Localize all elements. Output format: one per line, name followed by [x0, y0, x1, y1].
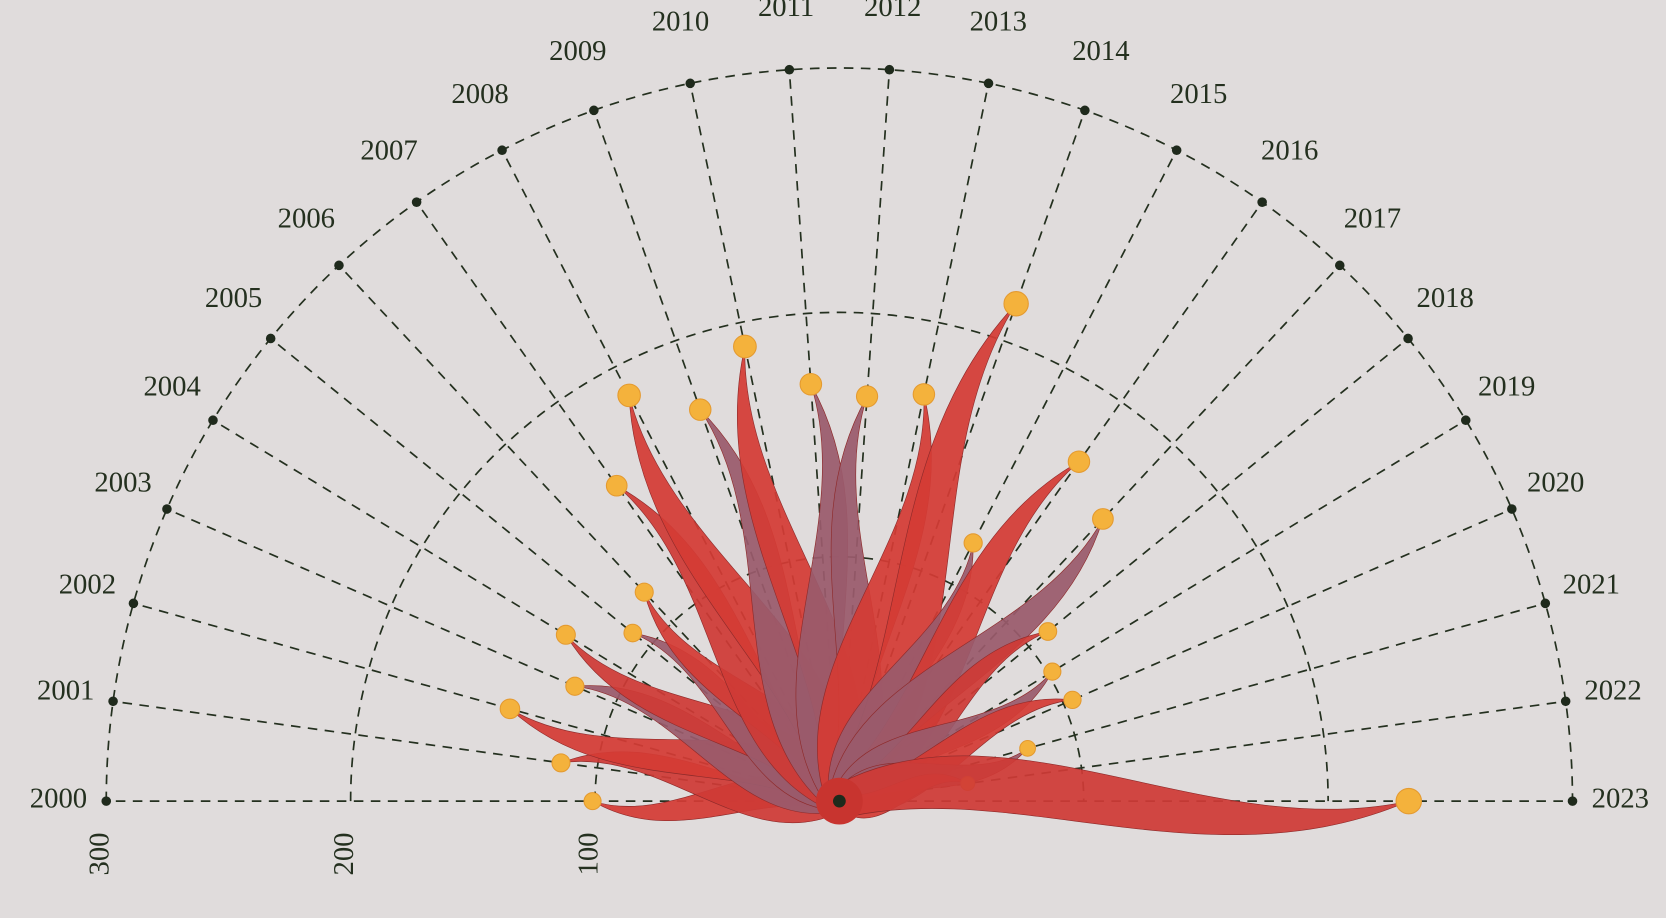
- category-label: 2022: [1584, 675, 1641, 707]
- spoke-dot: [1403, 334, 1413, 344]
- center-dot: [833, 795, 846, 808]
- petal-tip: [913, 384, 934, 405]
- petal-tip: [1044, 663, 1061, 680]
- category-label: 2011: [758, 0, 814, 23]
- category-label: 2017: [1344, 203, 1401, 235]
- petal-tip: [635, 583, 653, 601]
- petal-tip: [1020, 741, 1036, 757]
- spoke-dot: [685, 79, 695, 89]
- category-label: 2000: [30, 783, 87, 815]
- category-label: 2007: [360, 134, 417, 166]
- petal-tip: [556, 625, 575, 644]
- petal-tip: [1396, 788, 1421, 813]
- category-label: 2016: [1261, 134, 1318, 166]
- spoke-dot: [129, 599, 139, 609]
- category-label: 2023: [1592, 783, 1649, 815]
- spoke-dot: [108, 697, 118, 707]
- spoke-dot: [885, 65, 895, 75]
- category-label: 2006: [278, 203, 335, 235]
- category-label: 2019: [1478, 370, 1535, 402]
- spoke-dot: [266, 334, 276, 344]
- r-tick-label: 100: [572, 832, 604, 875]
- petal-tip: [1039, 623, 1057, 641]
- petal-tip: [566, 677, 584, 695]
- category-label: 2001: [37, 675, 94, 707]
- spoke-dot: [1561, 697, 1571, 707]
- category-label: 2002: [59, 569, 116, 601]
- category-label: 2010: [652, 6, 709, 38]
- spoke-dot: [1257, 197, 1267, 207]
- spoke-dot: [785, 65, 795, 75]
- spoke-dot: [589, 106, 599, 116]
- category-label: 2004: [143, 370, 200, 402]
- petal-tip: [624, 624, 642, 642]
- category-label: 2012: [864, 0, 921, 23]
- petal-tip: [1064, 691, 1081, 708]
- category-label: 2003: [94, 466, 151, 498]
- spoke-dot: [1507, 504, 1517, 514]
- petal-tip: [618, 384, 641, 407]
- spoke-dot: [412, 197, 422, 207]
- category-label: 2015: [1170, 78, 1227, 110]
- petal-tip: [800, 373, 821, 394]
- petal-tip: [690, 399, 711, 420]
- spoke-dot: [1541, 599, 1551, 609]
- spoke-dot: [334, 261, 344, 271]
- petal-tip: [734, 335, 757, 358]
- spoke-dot: [1172, 145, 1182, 155]
- category-label: 2008: [451, 78, 508, 110]
- spoke-dot: [984, 79, 994, 89]
- petal-tip: [584, 793, 601, 810]
- petal-tip: [500, 699, 520, 719]
- category-label: 2020: [1527, 466, 1584, 498]
- spoke-dot: [208, 415, 218, 425]
- petal-tip: [1068, 451, 1089, 472]
- r-tick-label: 200: [328, 832, 360, 875]
- r-tick-label: 300: [84, 832, 116, 875]
- petal-tip: [552, 754, 570, 772]
- spoke-dot: [1335, 261, 1345, 271]
- spoke-dot: [162, 504, 172, 514]
- category-label: 2009: [549, 35, 606, 67]
- spoke-dot: [1568, 796, 1578, 806]
- petal-tip: [964, 534, 982, 552]
- petal-tip: [856, 386, 877, 407]
- category-label: 2018: [1416, 282, 1473, 314]
- spoke-dot: [497, 145, 507, 155]
- petal-tip: [1093, 509, 1114, 530]
- category-label: 2013: [970, 6, 1027, 38]
- spoke-dot: [101, 796, 111, 806]
- spoke-dot: [1461, 415, 1471, 425]
- chart: 100 200 300 2000 2001 2002 2003 2004 2005 2006 200…: [0, 0, 1666, 918]
- spoke-dot: [1080, 106, 1090, 116]
- petal-tip: [1004, 292, 1028, 316]
- category-label: 2014: [1072, 35, 1129, 67]
- petal-tip: [606, 475, 627, 496]
- category-label: 2005: [205, 282, 262, 314]
- category-label: 2021: [1563, 569, 1620, 601]
